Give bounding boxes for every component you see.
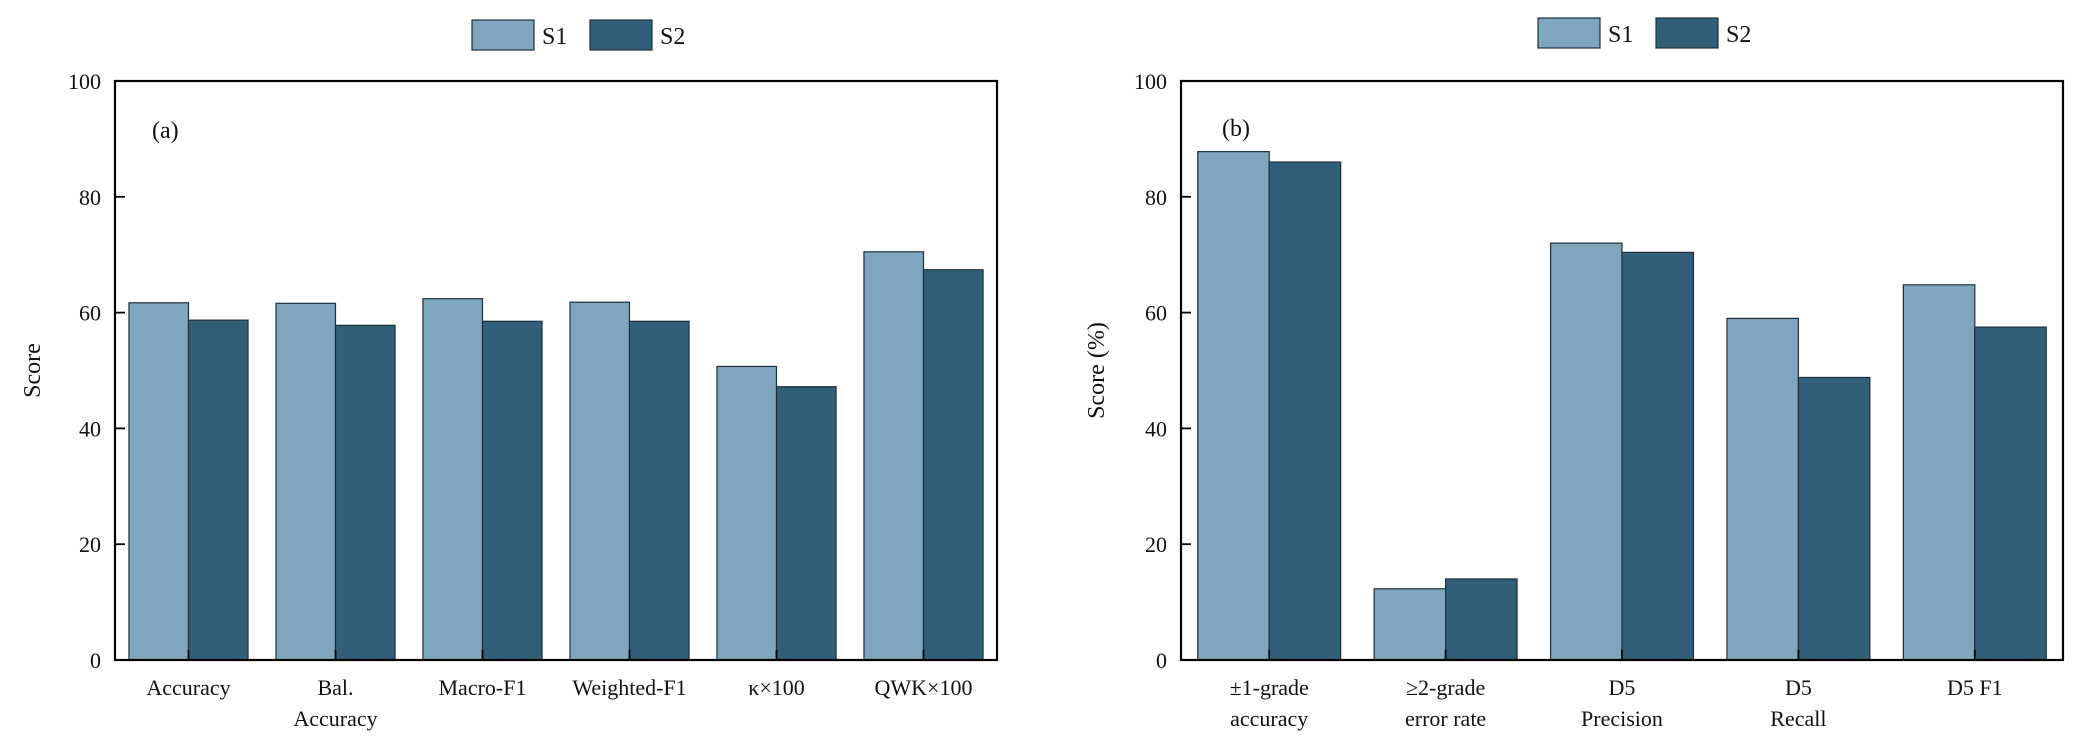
bar-s2-1 [1444, 578, 1518, 661]
x-tick-label: Weighted-F1 [572, 675, 686, 700]
panel-label: (b) [1222, 116, 1250, 142]
y-tick-label: 60 [1145, 301, 1167, 326]
chart-panel-b: 0 20 40 60 80 100 ±1-grade accuracy ≥2-grade erro… [1084, 17, 2065, 731]
legend-swatch-s1 [471, 19, 535, 51]
y-axis-title: Score (%) [1084, 322, 1110, 419]
bar-s1-2 [422, 298, 484, 661]
legend-label-s1: S1 [542, 24, 567, 50]
y-tick-label: 80 [1145, 185, 1167, 210]
y-tick-label: 60 [79, 301, 101, 326]
y-axis-title: Score [20, 343, 46, 398]
x-tick-label: error rate [1405, 706, 1486, 731]
x-tick-label: Macro-F1 [439, 675, 527, 700]
legend-label-s2: S2 [1726, 22, 1751, 48]
x-tick-label: Recall [1770, 706, 1826, 731]
x-tick-label: Accuracy [293, 706, 377, 731]
legend: S1 S2 [471, 19, 685, 51]
bar-s2-4 [1974, 326, 2047, 661]
bar-s1-3 [569, 301, 631, 661]
y-tick-label: 40 [79, 416, 101, 441]
legend-label-s2: S2 [660, 24, 685, 50]
x-tick-label: accuracy [1230, 706, 1308, 731]
bar-s1-1 [275, 302, 337, 661]
y-tick-label: 100 [1134, 69, 1167, 94]
y-tick-label: 80 [79, 185, 101, 210]
x-tick-label: Precision [1581, 706, 1663, 731]
bar-s2-4 [775, 386, 837, 661]
x-tick-label: Accuracy [146, 675, 230, 700]
x-tick-label: ±1-grade [1230, 675, 1309, 700]
x-tick-label: QWK×100 [875, 675, 973, 700]
bar-s2-3 [1797, 376, 1871, 661]
x-tick-label: D5 [1785, 675, 1812, 700]
bar-s1-3 [1726, 317, 1800, 661]
legend-swatch-s1 [1537, 17, 1601, 49]
bar-s2-3 [628, 320, 690, 661]
bar-s1-2 [1549, 242, 1623, 661]
x-tick-label: κ×100 [748, 675, 805, 700]
y-tick-label: 0 [90, 648, 101, 673]
x-tick-label: D5 [1609, 675, 1636, 700]
bar-s2-0 [187, 319, 249, 661]
bar-s1-4 [1902, 284, 1976, 661]
bar-s2-1 [334, 324, 396, 661]
legend-swatch-s2 [589, 19, 653, 51]
x-tick-label: ≥2-grade [1406, 675, 1485, 700]
bar-s2-5 [922, 269, 984, 661]
y-tick-label: 100 [68, 69, 101, 94]
legend-label-s1: S1 [1608, 22, 1633, 48]
bar-s1-4 [716, 365, 778, 661]
legend: S1 S2 [1537, 17, 1751, 49]
y-tick-label: 0 [1156, 648, 1167, 673]
bar-s1-1 [1373, 588, 1447, 661]
bar-s1-0 [128, 302, 190, 661]
plot-frame [113, 79, 999, 662]
x-tick-label: Bal. [317, 675, 353, 700]
bar-s2-2 [481, 320, 543, 661]
bar-s1-0 [1197, 151, 1270, 661]
bar-s2-2 [1621, 251, 1695, 661]
y-tick-label: 40 [1145, 416, 1167, 441]
y-tick-label: 20 [79, 532, 101, 557]
x-tick-label: D5 F1 [1947, 675, 2003, 700]
legend-swatch-s2 [1655, 17, 1719, 49]
panel-label: (a) [152, 118, 179, 144]
y-tick-label: 20 [1145, 532, 1167, 557]
bar-s1-5 [863, 251, 925, 661]
chart-panel-a: 0 20 40 60 80 100 Accuracy Bal. Accuracy Macro-F1… [20, 19, 999, 731]
bar-s2-0 [1268, 161, 1342, 661]
